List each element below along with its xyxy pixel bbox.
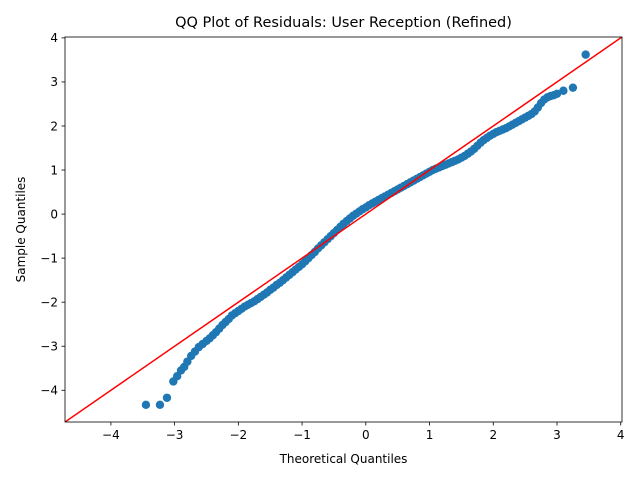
- y-tick-label: −2: [40, 295, 58, 309]
- x-tick-label: 2: [489, 428, 497, 442]
- chart-title: QQ Plot of Residuals: User Reception (Re…: [175, 15, 512, 31]
- x-tick-label: 4: [617, 428, 625, 442]
- x-tick-label: −3: [166, 428, 184, 442]
- y-tick-label: 2: [50, 119, 58, 133]
- data-point: [559, 86, 568, 95]
- data-point: [162, 393, 172, 402]
- data-point: [581, 50, 590, 59]
- reference-line: [65, 37, 622, 422]
- axis-ticks: −4 −3 −2 −1 0 1 2 3 4 −4 −3 −2 −1 0 1 2 3 4: [40, 31, 624, 442]
- data-point: [552, 89, 562, 99]
- x-tick-label: −2: [229, 428, 247, 442]
- y-tick-label: −3: [40, 340, 58, 354]
- x-axis-label: Theoretical Quantiles: [279, 452, 408, 466]
- y-tick-label: −4: [40, 384, 58, 398]
- x-tick-label: −1: [293, 428, 311, 442]
- plot-frame: [64, 36, 623, 423]
- x-tick-label: −4: [102, 428, 120, 442]
- x-tick-label: 3: [553, 428, 561, 442]
- y-tick-label: 1: [50, 163, 58, 177]
- y-tick-label: −1: [40, 251, 58, 265]
- x-tick-label: 0: [362, 428, 370, 442]
- data-point: [141, 400, 151, 410]
- x-tick-label: 1: [426, 428, 434, 442]
- y-tick-label: 3: [50, 75, 58, 89]
- y-axis-label: Sample Quantiles: [14, 177, 28, 283]
- plot-area: [65, 37, 622, 422]
- y-tick-label: 0: [50, 207, 58, 221]
- data-point: [155, 400, 165, 410]
- y-tick-label: 4: [50, 31, 58, 45]
- data-point: [568, 83, 578, 92]
